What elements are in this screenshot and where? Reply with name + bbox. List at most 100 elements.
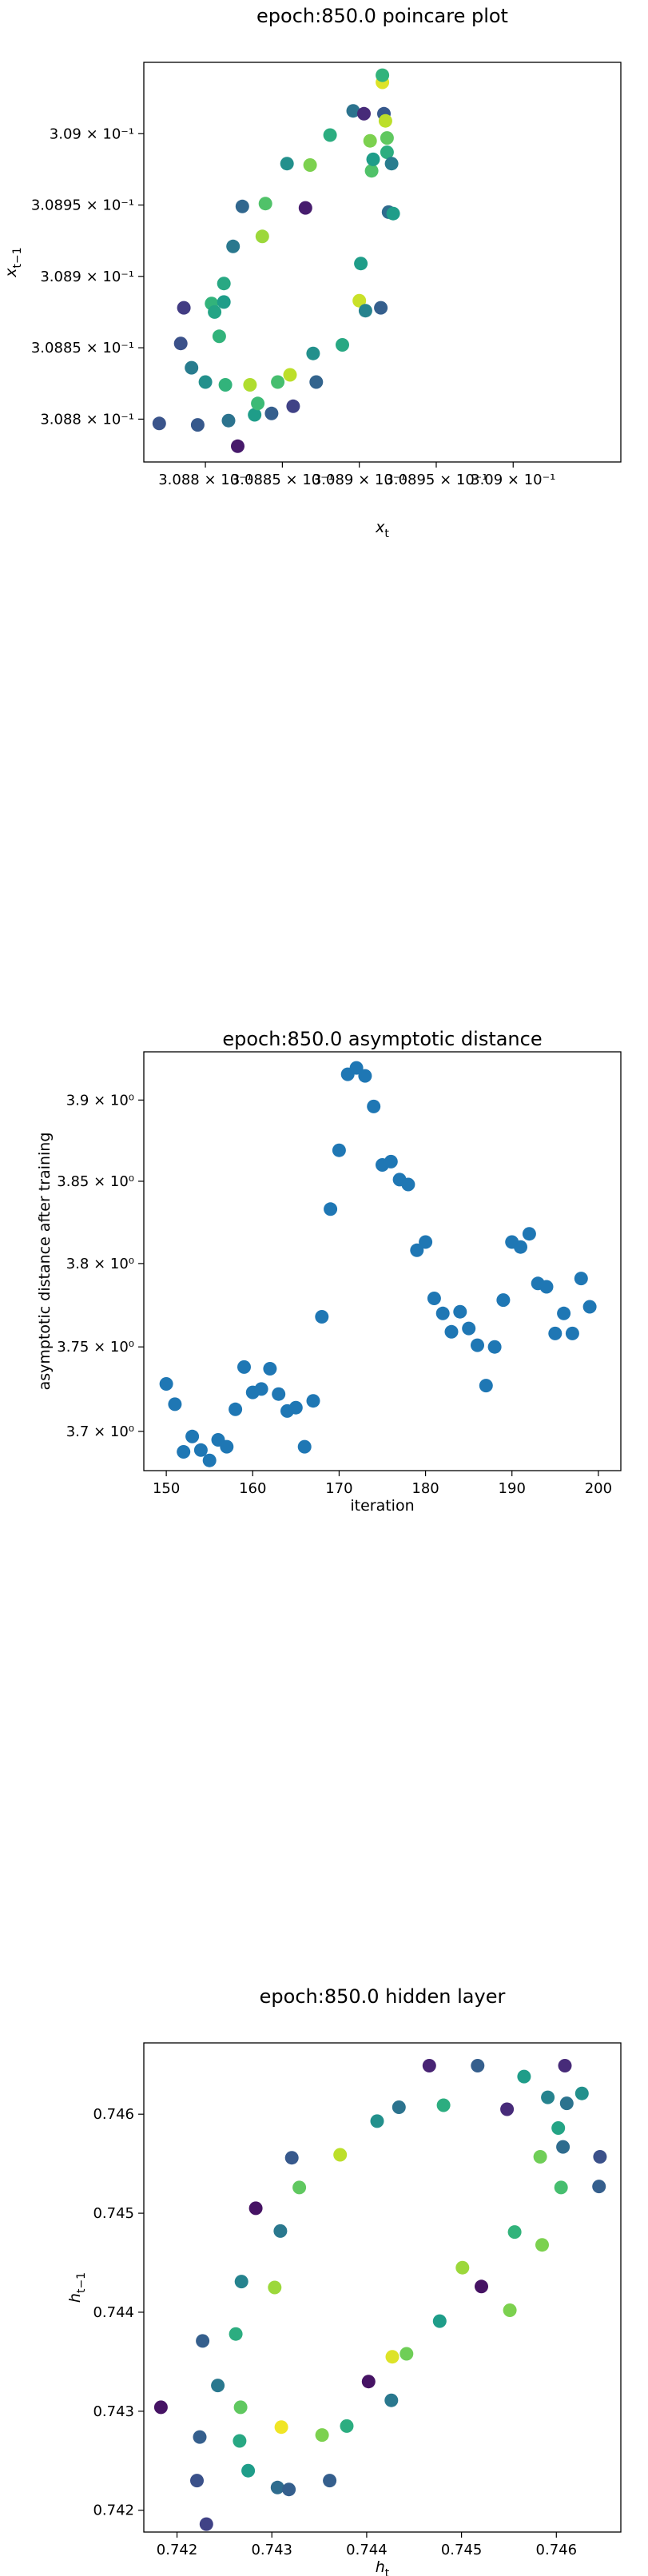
data-point <box>432 2314 447 2328</box>
data-point <box>556 2140 570 2154</box>
data-point <box>517 2069 531 2084</box>
data-point <box>292 2180 307 2195</box>
data-point <box>202 1453 217 1467</box>
plot-area-frame <box>143 2042 622 2533</box>
data-point <box>217 277 231 291</box>
data-point <box>282 2482 296 2497</box>
data-point <box>471 1338 484 1352</box>
x-tick-label: 0.742 <box>157 2542 198 2558</box>
data-point <box>462 1321 476 1336</box>
y-tick-label: 3.85 × 10⁰ <box>57 1173 134 1190</box>
data-point <box>159 1377 173 1391</box>
y-tick-label: 3.7 × 10⁰ <box>66 1423 134 1440</box>
y-tick-label: 3.9 × 10⁰ <box>66 1092 134 1109</box>
data-point <box>303 158 317 172</box>
data-point <box>233 2400 248 2415</box>
data-point <box>248 2201 263 2216</box>
data-point <box>248 408 262 422</box>
data-point <box>273 2224 288 2238</box>
x-tick-label: 3.0895 × 10⁻¹ <box>384 472 487 488</box>
data-point <box>554 2180 568 2195</box>
data-point <box>514 1240 527 1254</box>
plot-area-frame <box>143 62 622 463</box>
data-point <box>231 439 244 453</box>
data-point <box>152 416 166 431</box>
data-point <box>574 2086 589 2100</box>
data-point <box>208 305 222 319</box>
y-tick-label: 0.742 <box>93 2502 134 2519</box>
data-point <box>582 1300 597 1314</box>
data-point <box>435 1306 450 1320</box>
data-point <box>270 2480 284 2494</box>
x-tick-label: 3.09 × 10⁻¹ <box>471 472 555 488</box>
x-tick-label: 180 <box>411 1480 439 1497</box>
x-tick-label: 170 <box>325 1480 352 1497</box>
data-point <box>410 1243 424 1257</box>
data-point <box>565 1326 579 1340</box>
data-point <box>370 2114 384 2128</box>
data-point <box>168 1397 182 1411</box>
data-point <box>309 375 324 389</box>
x-tick-label: 0.745 <box>441 2542 483 2558</box>
data-point <box>251 396 265 411</box>
data-point <box>479 1379 493 1393</box>
data-point <box>357 106 371 121</box>
data-point <box>333 2148 348 2162</box>
data-point <box>190 2474 204 2488</box>
data-point <box>190 418 205 432</box>
data-point <box>284 2151 299 2165</box>
asymptotic-distance-panel: epoch:850.0 asymptotic distance 150 160 170… <box>36 1028 622 1515</box>
data-point <box>376 68 390 82</box>
data-point <box>229 1402 243 1416</box>
data-point <box>306 346 320 360</box>
data-point <box>503 2303 517 2317</box>
data-point <box>217 295 231 309</box>
data-point <box>551 2121 566 2135</box>
hidden-layer-panel: epoch:850.0 hidden layer 0.742 0.743 0.744 0… <box>66 1985 622 2576</box>
data-point <box>380 131 394 145</box>
data-point <box>496 1293 511 1308</box>
data-point <box>352 293 367 308</box>
data-point <box>173 336 188 351</box>
chart-title: epoch:850.0 poincare plot <box>256 5 508 27</box>
x-tick-label: 3.088 × 10⁻¹ <box>158 472 252 488</box>
data-point <box>507 2225 522 2240</box>
x-tick-label: 3.0885 × 10⁻¹ <box>231 472 334 488</box>
data-point <box>422 2059 436 2072</box>
data-point <box>535 2238 549 2252</box>
data-point <box>384 2393 399 2407</box>
y-tick-label: 3.09 × 10⁻¹ <box>50 125 134 142</box>
data-point <box>241 2463 256 2478</box>
y-tick-label: 3.0895 × 10⁻¹ <box>31 197 134 214</box>
y-tick-label: 3.8 × 10⁰ <box>66 1256 134 1272</box>
data-point <box>539 1280 554 1294</box>
data-point <box>500 2102 515 2116</box>
data-point <box>237 1360 251 1374</box>
data-point <box>541 2090 555 2104</box>
data-point <box>271 375 285 389</box>
data-point <box>364 164 379 178</box>
y-tick-label: 3.089 × 10⁻¹ <box>40 269 134 285</box>
data-point <box>255 229 269 244</box>
data-point <box>199 2517 213 2531</box>
data-point <box>346 104 360 118</box>
data-point <box>306 1394 320 1408</box>
data-point <box>400 2347 414 2361</box>
chart-title: epoch:850.0 asymptotic distance <box>222 1028 542 1050</box>
x-axis-label: ht <box>376 2558 390 2576</box>
y-tick-label: 3.088 × 10⁻¹ <box>40 411 134 428</box>
data-point <box>315 1310 329 1324</box>
data-point <box>263 1362 277 1376</box>
data-point <box>254 1382 268 1396</box>
data-point <box>212 329 226 344</box>
data-point <box>427 1292 441 1305</box>
x-tick-label: 0.744 <box>346 2542 388 2558</box>
y-tick-label: 3.0885 × 10⁻¹ <box>31 340 134 356</box>
data-point <box>229 2327 243 2341</box>
data-point <box>264 406 279 420</box>
data-point <box>374 301 388 315</box>
data-point <box>280 157 294 171</box>
data-point <box>298 201 312 215</box>
x-tick-label: 160 <box>239 1480 266 1497</box>
